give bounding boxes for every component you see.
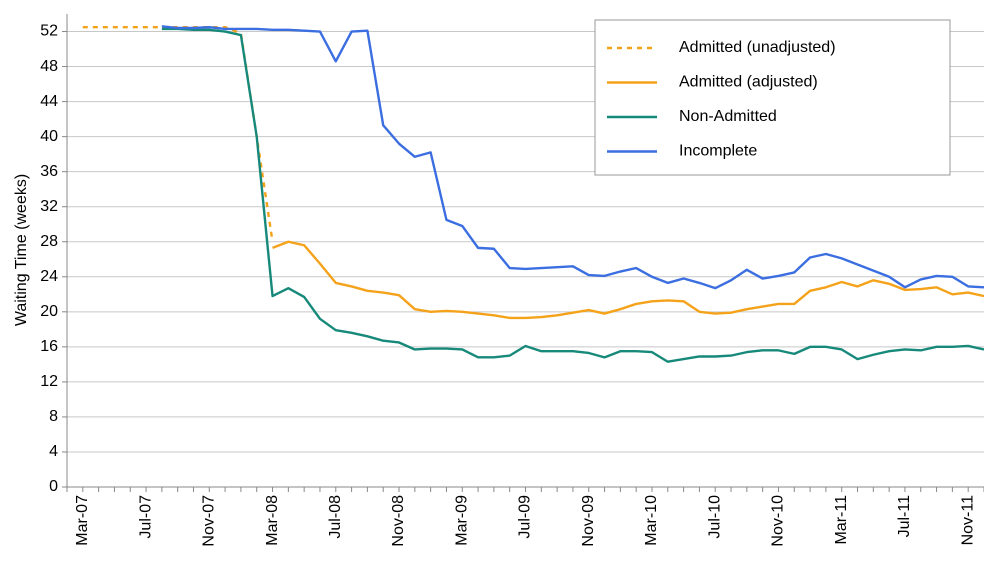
legend-box	[594, 19, 951, 176]
x-tick-label: Nov-08	[390, 495, 407, 547]
y-tick-label: 24	[40, 268, 58, 285]
x-tick-label: Jul-09	[517, 495, 534, 539]
x-tick-label: Nov-10	[770, 495, 787, 547]
x-tick-label: Jul-07	[137, 495, 154, 539]
legend: Admitted (unadjusted) Admitted (adjusted)…	[594, 19, 951, 176]
legend-label: Incomplete	[679, 143, 757, 160]
y-tick-label: 12	[40, 373, 58, 390]
x-tick-label: Mar-07	[74, 495, 91, 546]
y-tick-label: 48	[40, 58, 58, 75]
y-tick-label: 4	[49, 443, 58, 460]
x-tick-label: Mar-11	[833, 495, 850, 545]
y-tick-label: 8	[49, 408, 58, 425]
x-tick-label: Nov-07	[201, 495, 218, 547]
y-tick-label: 36	[40, 163, 58, 180]
legend-label: Admitted (unadjusted)	[679, 39, 836, 56]
x-tick-label: Jul-08	[327, 495, 344, 539]
series-line	[161, 27, 984, 363]
y-tick-label: 44	[40, 93, 58, 110]
legend-label: Admitted (adjusted)	[679, 74, 818, 91]
y-axis-label: Waiting Time (weeks)	[13, 174, 30, 326]
series-line	[272, 240, 984, 320]
x-tick-label: Jul-10	[706, 495, 723, 539]
y-tick-label: 28	[40, 233, 58, 250]
x-tick-label: Nov-09	[580, 495, 597, 547]
y-tick-label: 16	[40, 338, 58, 355]
y-tick-label: 52	[40, 23, 58, 40]
legend-label: Non-Admitted	[679, 108, 777, 125]
y-tick-label: 32	[40, 198, 58, 215]
x-tick-label: Jul-11	[896, 495, 913, 537]
y-tick-label: 0	[49, 478, 58, 495]
x-tick-label: Mar-09	[453, 495, 470, 546]
y-tick-label: 40	[40, 128, 58, 145]
x-tick-label: Mar-10	[643, 495, 660, 546]
series-line	[161, 25, 984, 290]
x-tick-label: Nov-11	[959, 495, 976, 545]
x-tick-label: Mar-08	[264, 495, 281, 546]
y-tick-label: 20	[40, 303, 58, 320]
